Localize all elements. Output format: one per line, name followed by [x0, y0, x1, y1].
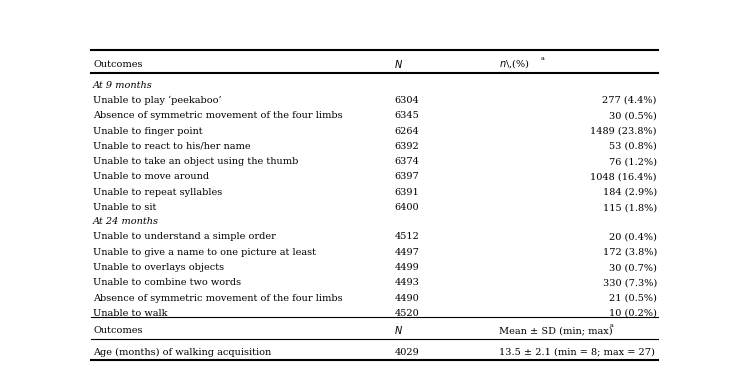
- Text: Unable to take an object using the thumb: Unable to take an object using the thumb: [93, 157, 298, 166]
- Text: 30 (0.5%): 30 (0.5%): [609, 111, 656, 120]
- Text: At 9 months: At 9 months: [93, 81, 153, 90]
- Text: Unable to understand a simple order: Unable to understand a simple order: [93, 233, 276, 241]
- Text: Unable to walk: Unable to walk: [93, 309, 167, 318]
- Text: Unable to repeat syllables: Unable to repeat syllables: [93, 188, 222, 197]
- Text: 1489 (23.8%): 1489 (23.8%): [590, 126, 656, 136]
- Text: 30 (0.7%): 30 (0.7%): [609, 263, 656, 272]
- Text: Unable to overlays objects: Unable to overlays objects: [93, 263, 224, 272]
- Text: 13.5 ± 2.1 (min = 8; max = 27): 13.5 ± 2.1 (min = 8; max = 27): [499, 348, 655, 357]
- Text: a: a: [541, 56, 545, 61]
- Text: 6374: 6374: [395, 157, 420, 166]
- Text: 1048 (16.4%): 1048 (16.4%): [590, 172, 656, 181]
- Text: 277 (4.4%): 277 (4.4%): [602, 96, 656, 105]
- Text: Unable to combine two words: Unable to combine two words: [93, 278, 241, 287]
- Text: 6391: 6391: [395, 188, 419, 197]
- Text: 76 (1.2%): 76 (1.2%): [609, 157, 656, 166]
- Text: 4512: 4512: [395, 233, 420, 241]
- Text: Unable to give a name to one picture at least: Unable to give a name to one picture at …: [93, 248, 316, 257]
- Text: Absence of symmetric movement of the four limbs: Absence of symmetric movement of the fou…: [93, 294, 343, 303]
- Text: 4499: 4499: [395, 263, 419, 272]
- Text: Unable to finger point: Unable to finger point: [93, 126, 202, 136]
- Text: 4520: 4520: [395, 309, 419, 318]
- Text: 10 (0.2%): 10 (0.2%): [609, 309, 656, 318]
- Text: At 24 months: At 24 months: [93, 217, 159, 226]
- Text: 6400: 6400: [395, 203, 419, 212]
- Text: 6392: 6392: [395, 142, 419, 151]
- Text: 6397: 6397: [395, 172, 419, 181]
- Text: 6345: 6345: [395, 111, 419, 120]
- Text: 6264: 6264: [395, 126, 419, 136]
- Text: 330 (7.3%): 330 (7.3%): [602, 278, 656, 287]
- Text: 6304: 6304: [395, 96, 419, 105]
- Text: $N$: $N$: [395, 324, 404, 337]
- Text: 115 (1.8%): 115 (1.8%): [602, 203, 656, 212]
- Text: 184 (2.9%): 184 (2.9%): [602, 188, 656, 197]
- Text: 21 (0.5%): 21 (0.5%): [609, 294, 656, 303]
- Text: 4029: 4029: [395, 348, 419, 357]
- Text: 172 (3.8%): 172 (3.8%): [602, 248, 656, 257]
- Text: $N$: $N$: [395, 58, 404, 70]
- Text: Mean ± SD (min; max): Mean ± SD (min; max): [499, 326, 613, 335]
- Text: Unable to sit: Unable to sit: [93, 203, 156, 212]
- Text: Outcomes: Outcomes: [93, 60, 143, 68]
- Text: Unable to move around: Unable to move around: [93, 172, 209, 181]
- Text: 4497: 4497: [395, 248, 420, 257]
- Text: Unable to react to his/her name: Unable to react to his/her name: [93, 142, 251, 151]
- Text: 20 (0.4%): 20 (0.4%): [609, 233, 656, 241]
- Text: $n$\,(%): $n$\,(%): [499, 58, 530, 70]
- Text: Unable to play ‘peekaboo’: Unable to play ‘peekaboo’: [93, 96, 221, 105]
- Text: Outcomes: Outcomes: [93, 326, 143, 335]
- Text: Absence of symmetric movement of the four limbs: Absence of symmetric movement of the fou…: [93, 111, 343, 120]
- Text: 4490: 4490: [395, 294, 419, 303]
- Text: 4493: 4493: [395, 278, 420, 287]
- Text: Age (months) of walking acquisition: Age (months) of walking acquisition: [93, 348, 271, 357]
- Text: a: a: [610, 323, 613, 328]
- Text: 53 (0.8%): 53 (0.8%): [609, 142, 656, 151]
